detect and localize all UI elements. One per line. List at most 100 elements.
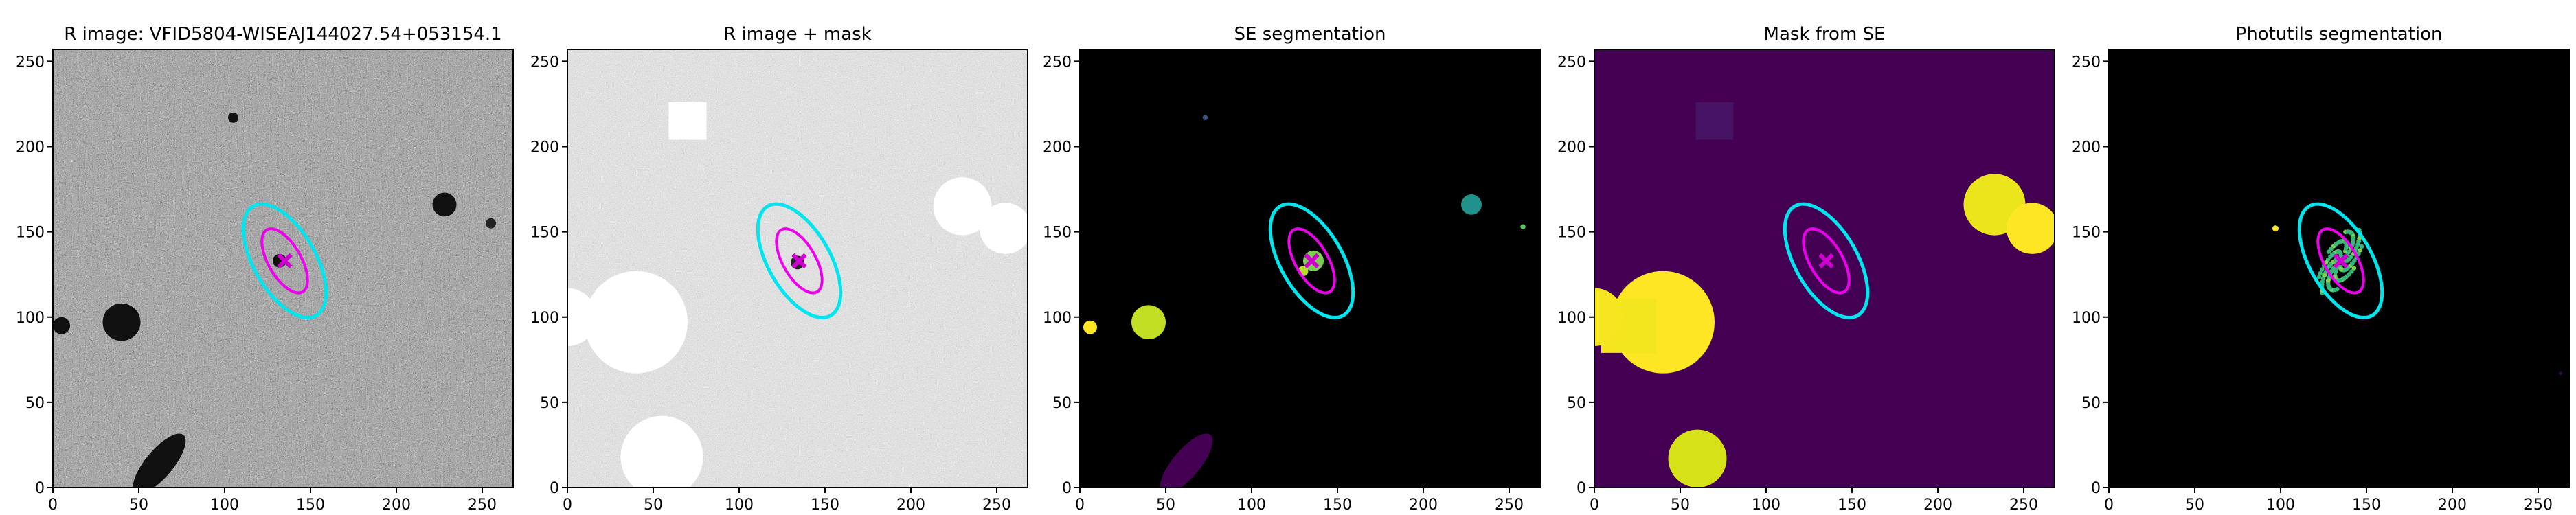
segment-pixel: [2326, 277, 2331, 283]
center-marker: [277, 253, 293, 268]
segment-pixel: [2354, 245, 2359, 251]
x-tick-label: 0: [48, 496, 58, 514]
inner-ellipse: [260, 227, 309, 295]
blob: [432, 192, 457, 217]
segment-pixel: [2318, 271, 2323, 276]
x-tick-label: 250: [1495, 496, 1524, 514]
image-bg: [1594, 49, 2055, 488]
y-tick-label: 50: [540, 395, 559, 412]
panel: [567, 49, 1028, 488]
x-tick-label: 0: [2104, 496, 2114, 514]
segment-pixel: [2334, 269, 2338, 275]
panel-title: SE segmentation: [1234, 24, 1386, 45]
panel: [2109, 49, 2569, 488]
inner-ellipse: [1287, 227, 1336, 295]
blob: [1461, 194, 1482, 215]
segment-pixel: [2327, 264, 2332, 268]
x-tick-label: 100: [1237, 496, 1266, 514]
segment-pixel: [2347, 257, 2351, 262]
blob: [486, 218, 496, 229]
y-tick-label: 100: [1557, 310, 1586, 327]
y-tick-label: 50: [2081, 395, 2101, 412]
segment-pixel: [2343, 266, 2349, 272]
x-tick-label: 150: [296, 496, 325, 514]
segment-pixel: [2342, 276, 2347, 281]
y-tick-label: 150: [1557, 225, 1586, 242]
x-tick-label: 100: [210, 496, 239, 514]
segment-pixel: [2320, 276, 2326, 281]
outer-ellipse: [2297, 202, 2384, 319]
x-tick-label: 50: [1156, 496, 1175, 514]
inner-ellipse: [2316, 227, 2365, 295]
x-tick-label: 150: [1323, 496, 1352, 514]
panel-title: Mask from SE: [1764, 24, 1886, 45]
y-tick-label: 250: [530, 54, 559, 71]
segment-pixel: [2349, 269, 2354, 274]
segment-pixel: [2351, 236, 2355, 240]
segment-pixel: [2332, 287, 2338, 293]
mask-square: [668, 102, 707, 140]
inner-ellipse: [1802, 227, 1851, 295]
y-tick-label: 0: [1062, 480, 1072, 497]
x-tick-label: 100: [2266, 496, 2295, 514]
y-tick-label: 200: [16, 139, 45, 157]
blob: [1202, 115, 1208, 121]
blob: [102, 303, 141, 341]
segment-pixel: [2322, 273, 2327, 277]
y-tick-label: 50: [25, 395, 45, 412]
y-tick-label: 50: [1567, 395, 1586, 412]
center-marker: [1304, 253, 1320, 268]
axes-frame: [1079, 49, 1541, 488]
y-tick-label: 0: [1577, 480, 1586, 497]
blob: [53, 317, 70, 334]
y-tick-label: 200: [2072, 139, 2101, 157]
axes-frame: [567, 49, 1028, 488]
x-tick-label: 150: [1838, 496, 1866, 514]
blob: [933, 177, 992, 236]
panel-title: R image + mask: [723, 24, 872, 45]
blob: [2007, 203, 2055, 254]
axes-frame: [1594, 49, 2055, 488]
blob: [1668, 429, 1727, 488]
y-tick-label: 200: [530, 139, 559, 157]
y-tick-label: 150: [16, 225, 45, 242]
mask-square: [1695, 102, 1734, 140]
y-tick-label: 0: [2091, 480, 2101, 497]
segment-pixel: [2343, 246, 2349, 251]
x-tick-label: 250: [982, 496, 1011, 514]
y-tick-label: 0: [35, 480, 45, 497]
segment-pixel: [2358, 248, 2362, 253]
x-tick-label: 200: [1923, 496, 1952, 514]
segment-pixel: [2329, 247, 2334, 251]
y-tick-label: 250: [2072, 54, 2101, 71]
y-tick-label: 100: [530, 310, 559, 327]
y-tick-label: 250: [16, 54, 45, 71]
x-tick-label: 50: [2185, 496, 2204, 514]
segment-pixel: [2347, 249, 2351, 255]
outer-ellipse: [1268, 202, 1355, 319]
x-tick-label: 200: [1409, 496, 1438, 514]
center-marker: [791, 253, 807, 268]
outer-ellipse: [756, 202, 843, 319]
axes-frame: [52, 49, 514, 488]
segment-pixel: [2329, 268, 2334, 274]
segment-pixel: [2326, 249, 2331, 254]
y-tick-label: 200: [1557, 139, 1586, 157]
segment-pixel: [2349, 261, 2355, 266]
x-tick-label: 50: [129, 496, 148, 514]
panel-title: Photutils segmentation: [2236, 24, 2443, 45]
x-tick-label: 200: [896, 496, 925, 514]
x-tick-label: 50: [1671, 496, 1690, 514]
x-tick-label: 200: [382, 496, 411, 514]
blob: [228, 112, 238, 123]
y-tick-label: 50: [1052, 395, 1072, 412]
segment-pixel: [2356, 239, 2361, 244]
blob: [980, 203, 1028, 254]
panel-title: R image: VFID5804-WISEAJ144027.54+053154…: [64, 24, 501, 45]
streak: [1160, 433, 1213, 488]
x-tick-label: 250: [468, 496, 497, 514]
y-tick-label: 150: [530, 225, 559, 242]
segment-pixel: [2348, 230, 2353, 236]
inner-ellipse: [775, 227, 824, 295]
segment-pixel: [2359, 244, 2364, 249]
